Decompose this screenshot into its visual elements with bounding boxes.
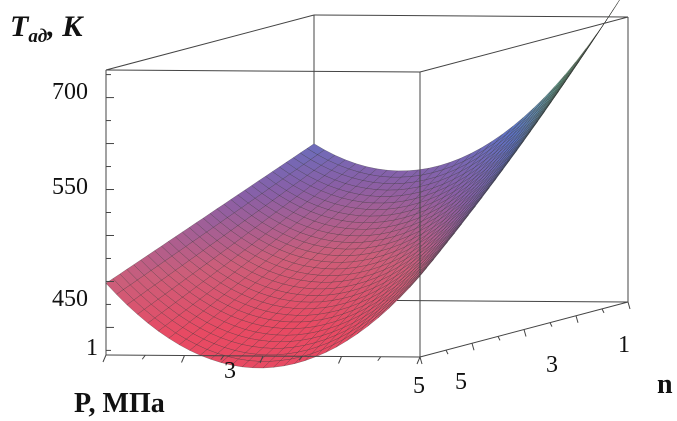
x-tick-mark (298, 355, 303, 361)
x-tick-mark (338, 356, 342, 364)
y-tick-mark (471, 343, 475, 351)
y-tick-mark (627, 301, 631, 310)
x-axis-title: P, МПа (74, 388, 165, 419)
x-tick-mark (181, 355, 185, 363)
x-tick-mark (220, 355, 225, 361)
box-edge (105, 69, 421, 73)
x-tick-mark (377, 356, 382, 362)
y-tick-mark (549, 322, 553, 327)
y-tick-mark (497, 336, 501, 341)
z-axis-title: Tад, К (10, 10, 84, 47)
surface-cell (409, 267, 428, 288)
x-tick-label-3: 3 (224, 358, 236, 384)
z-tick-label-450: 450 (52, 286, 88, 312)
y-tick-label-3: 3 (546, 352, 558, 378)
y-tick-mark (575, 315, 579, 323)
y-tick-mark (601, 308, 605, 314)
surface-mesh (105, 0, 620, 369)
box-edge (419, 16, 629, 73)
y-tick-mark (419, 356, 423, 365)
z-axis-title-unit: , К (46, 10, 84, 43)
x-tick-mark (141, 354, 146, 360)
y-tick-label-1: 1 (618, 332, 630, 358)
y-tick-label-5: 5 (455, 369, 467, 395)
x-tick-mark (102, 354, 107, 363)
box-edge (313, 14, 629, 18)
y-tick-mark (523, 329, 527, 337)
x-tick-mark (259, 355, 264, 364)
surface-cell (610, 0, 620, 15)
axis-ticks (102, 74, 631, 365)
x-tick-label-5: 5 (413, 373, 425, 399)
x-tick-label-1: 1 (86, 335, 98, 361)
z-axis-title-symbol: T (10, 10, 30, 43)
z-tick-label-700: 700 (52, 79, 88, 105)
y-tick-mark (445, 349, 449, 355)
y-axis-title: n (657, 369, 673, 400)
box-edge (105, 14, 315, 71)
z-tick-label-550: 550 (52, 174, 88, 200)
z-axis-title-subscript: ад (28, 26, 47, 47)
x-tick-mark (416, 356, 421, 365)
